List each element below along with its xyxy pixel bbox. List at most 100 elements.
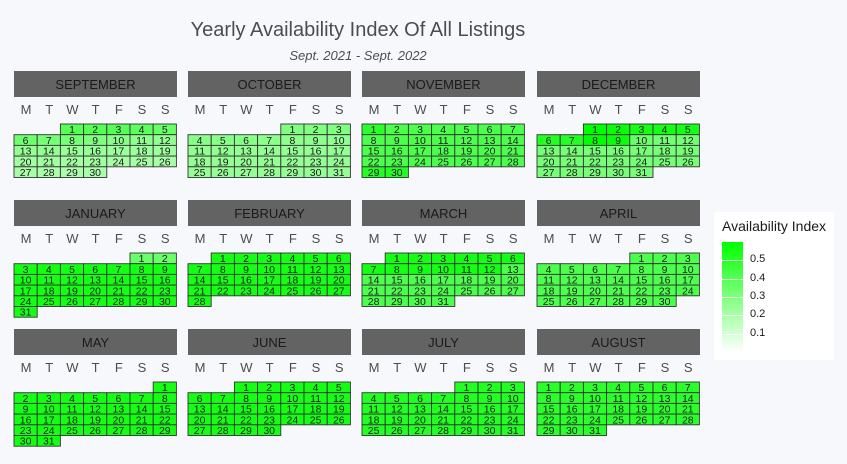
day-number: 11	[43, 275, 54, 287]
day-number: 12	[484, 264, 496, 276]
weekday-label: M	[195, 360, 206, 375]
day-number: 22	[136, 285, 148, 297]
day-number: 7	[139, 393, 145, 405]
day-cell	[152, 424, 177, 436]
day-number: 25	[194, 167, 206, 179]
day-cell	[36, 435, 61, 447]
day-number: 18	[612, 404, 624, 416]
day-number: 4	[46, 264, 52, 276]
day-number: 20	[507, 275, 519, 287]
day-number: 11	[287, 264, 298, 276]
day-number: 8	[394, 264, 400, 276]
weekday-label: S	[312, 360, 321, 375]
legend-tick-label: 0.4	[750, 271, 766, 284]
day-number: 23	[566, 414, 578, 426]
weekday-label: F	[463, 102, 471, 117]
day-number: 18	[136, 146, 148, 158]
day-number: 22	[589, 156, 601, 168]
month-label: JUNE	[253, 335, 287, 350]
month-label: MARCH	[420, 206, 468, 221]
day-number: 31	[333, 167, 345, 179]
day-number: 23	[20, 425, 32, 437]
weekday-label: S	[509, 231, 518, 246]
weekday-label: S	[161, 102, 170, 117]
day-number: 12	[636, 393, 648, 405]
weekday-label: T	[266, 102, 274, 117]
day-number: 23	[263, 414, 275, 426]
day-number: 19	[391, 414, 403, 426]
day-number: 23	[89, 156, 101, 168]
day-number: 26	[66, 296, 78, 308]
day-number: 28	[507, 156, 519, 168]
day-number: 9	[266, 393, 272, 405]
weekday-label: M	[544, 231, 555, 246]
weekday-label: W	[66, 231, 79, 246]
day-number: 24	[507, 414, 519, 426]
day-number: 24	[333, 156, 345, 168]
day-number: 5	[92, 393, 98, 405]
day-number: 19	[89, 414, 101, 426]
day-number: 17	[589, 404, 601, 416]
day-number: 26	[89, 425, 101, 437]
day-cell	[675, 155, 700, 168]
day-number: 3	[289, 382, 295, 394]
weekday-label: T	[440, 102, 448, 117]
day-number: 27	[333, 285, 345, 297]
chart-title: Yearly Availability Index Of All Listing…	[190, 19, 526, 41]
day-number: 23	[612, 156, 624, 168]
month-label: OCTOBER	[237, 77, 301, 92]
day-number: 6	[92, 264, 98, 276]
day-number: 1	[638, 253, 644, 265]
weekday-label: W	[589, 231, 602, 246]
day-number: 8	[243, 393, 249, 405]
day-number: 8	[371, 135, 377, 147]
day-number: 7	[220, 393, 226, 405]
day-number: 30	[659, 296, 671, 308]
day-number: 22	[66, 156, 78, 168]
day-number: 20	[659, 404, 671, 416]
day-number: 15	[461, 404, 473, 416]
day-number: 14	[682, 393, 694, 405]
day-number: 2	[92, 124, 98, 136]
weekday-label: T	[92, 231, 100, 246]
day-number: 28	[113, 296, 125, 308]
day-number: 24	[414, 156, 426, 168]
day-number: 12	[310, 264, 322, 276]
day-number: 17	[263, 275, 275, 287]
day-number: 18	[43, 285, 55, 297]
weekday-label: S	[312, 102, 321, 117]
day-number: 7	[266, 135, 272, 147]
day-number: 3	[266, 253, 272, 265]
day-number: 29	[391, 296, 403, 308]
weekday-label: S	[661, 102, 670, 117]
day-number: 4	[289, 253, 295, 265]
day-number: 12	[89, 404, 101, 416]
day-number: 9	[243, 264, 249, 276]
day-number: 16	[240, 275, 252, 287]
day-number: 26	[682, 156, 694, 168]
weekday-label: T	[393, 360, 401, 375]
weekday-label: M	[195, 102, 206, 117]
day-number: 22	[461, 414, 473, 426]
day-number: 3	[440, 253, 446, 265]
weekday-label: M	[369, 360, 380, 375]
day-number: 12	[159, 135, 171, 147]
day-number: 7	[46, 135, 52, 147]
day-number: 28	[217, 425, 229, 437]
day-number: 22	[287, 156, 299, 168]
day-number: 11	[310, 393, 321, 405]
day-number: 11	[543, 275, 554, 287]
day-number: 24	[43, 425, 55, 437]
month-header	[537, 200, 700, 226]
day-number: 17	[437, 275, 449, 287]
day-number: 30	[484, 425, 496, 437]
weekday-label: S	[138, 102, 147, 117]
day-number: 3	[115, 124, 121, 136]
day-number: 9	[162, 264, 168, 276]
day-number: 27	[194, 425, 206, 437]
day-number: 6	[23, 135, 29, 147]
day-number: 4	[615, 382, 621, 394]
day-number: 1	[243, 382, 249, 394]
weekday-label: S	[661, 360, 670, 375]
